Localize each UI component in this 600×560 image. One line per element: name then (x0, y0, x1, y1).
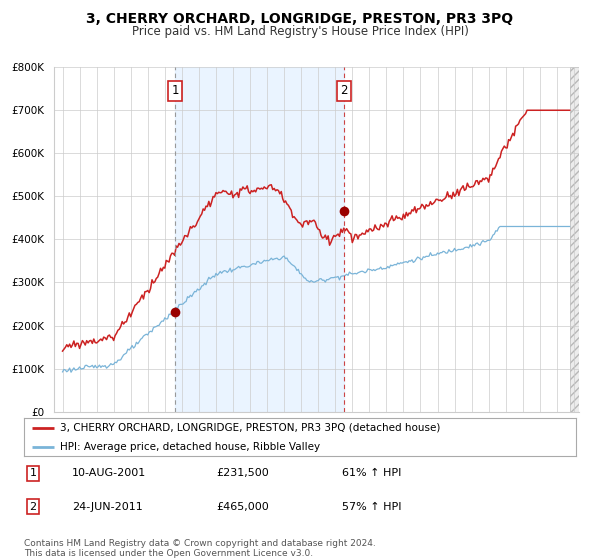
Text: 10-AUG-2001: 10-AUG-2001 (72, 468, 146, 478)
Text: 57% ↑ HPI: 57% ↑ HPI (342, 502, 401, 512)
Text: 61% ↑ HPI: 61% ↑ HPI (342, 468, 401, 478)
Bar (569, 67, 581, 412)
Text: 1: 1 (171, 85, 179, 97)
Text: This data is licensed under the Open Government Licence v3.0.: This data is licensed under the Open Gov… (24, 549, 313, 558)
Text: Contains HM Land Registry data © Crown copyright and database right 2024.: Contains HM Land Registry data © Crown c… (24, 539, 376, 548)
Text: 3, CHERRY ORCHARD, LONGRIDGE, PRESTON, PR3 3PQ: 3, CHERRY ORCHARD, LONGRIDGE, PRESTON, P… (86, 12, 514, 26)
Text: £465,000: £465,000 (216, 502, 269, 512)
Text: £231,500: £231,500 (216, 468, 269, 478)
Text: 24-JUN-2011: 24-JUN-2011 (72, 502, 143, 512)
Text: 2: 2 (29, 502, 37, 512)
Text: 2: 2 (340, 85, 347, 97)
Text: 3, CHERRY ORCHARD, LONGRIDGE, PRESTON, PR3 3PQ (detached house): 3, CHERRY ORCHARD, LONGRIDGE, PRESTON, P… (60, 423, 440, 433)
Text: Price paid vs. HM Land Registry's House Price Index (HPI): Price paid vs. HM Land Registry's House … (131, 25, 469, 38)
Text: 1: 1 (29, 468, 37, 478)
Bar (175, 67, 344, 412)
Text: HPI: Average price, detached house, Ribble Valley: HPI: Average price, detached house, Ribb… (60, 442, 320, 452)
